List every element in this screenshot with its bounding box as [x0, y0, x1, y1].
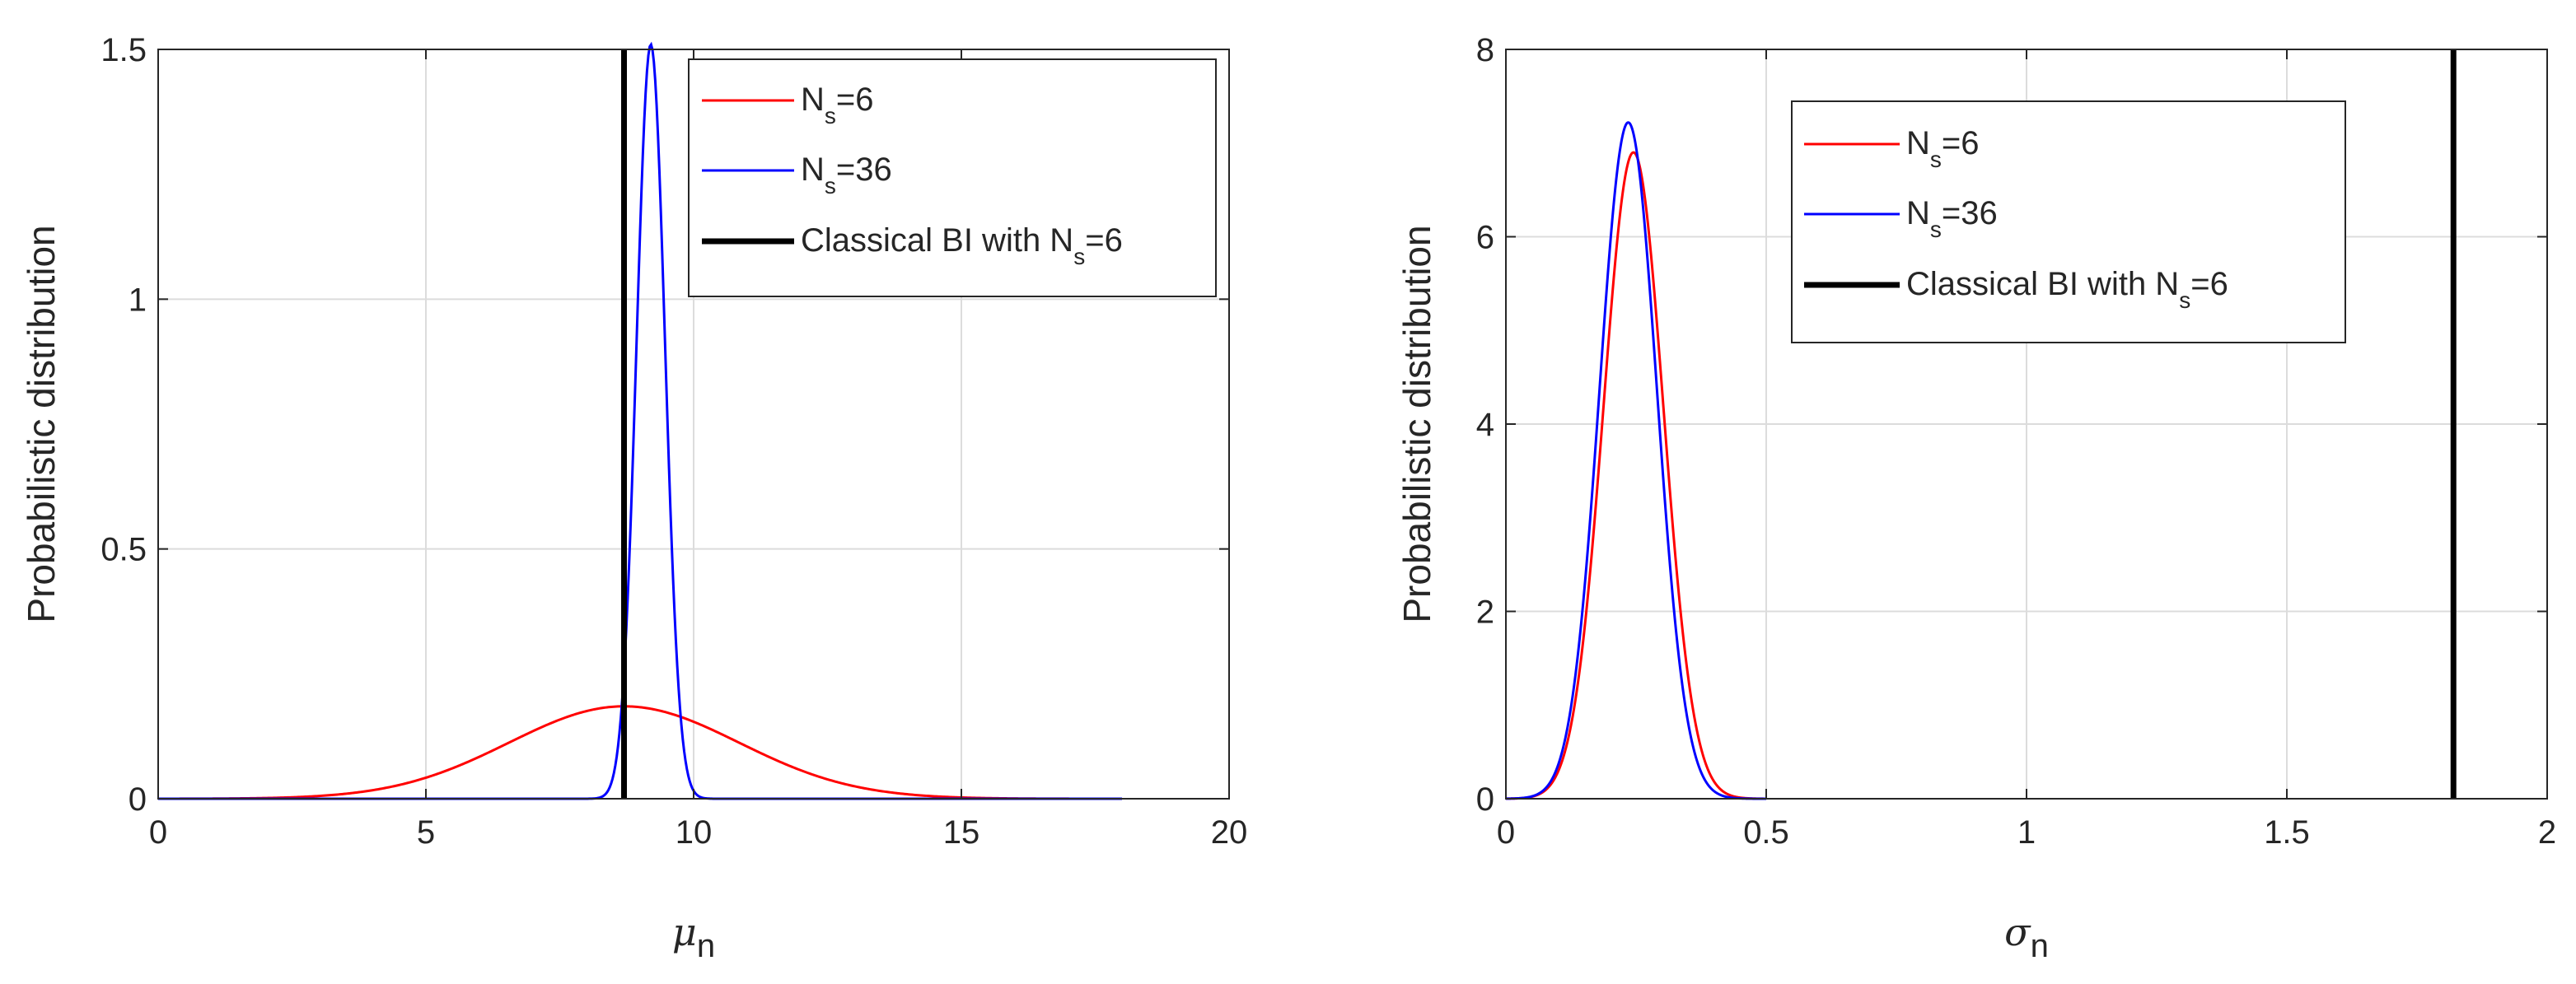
legend-label-2: Ns=36 [801, 152, 892, 198]
y-tick-label: 0.5 [101, 532, 147, 568]
y-axis-label: Probabilistic distribution [20, 225, 63, 623]
x-tick-label: 0 [149, 814, 167, 851]
y-tick-label: 1.5 [101, 32, 147, 68]
x-tick-label: 5 [417, 814, 435, 851]
legend-label-1: Ns=6 [801, 82, 874, 128]
x-axis-label: μn [672, 910, 715, 964]
legend-label-3: Classical BI with Ns=6 [1906, 266, 2228, 313]
x-tick-label: 0.5 [1743, 814, 1789, 851]
y-tick-label: 1 [129, 282, 147, 318]
legend-label-3: Classical BI with Ns=6 [801, 222, 1123, 269]
y-tick-label: 2 [1476, 595, 1494, 631]
legend-box [1791, 100, 2346, 343]
legend-label-2: Ns=36 [1906, 195, 1998, 242]
x-tick-label: 20 [1211, 814, 1248, 851]
x-tick-label: 15 [943, 814, 980, 851]
x-axis-label: σn [2004, 910, 2049, 964]
x-tick-label: 0 [1497, 814, 1515, 851]
legend-label-1: Ns=6 [1906, 125, 1980, 172]
y-tick-label: 0 [129, 781, 147, 818]
chart-panel-2: 0 0.5 1 1.5 2 0 2 4 6 8 Probabilistic distribution… [1396, 32, 2556, 964]
legend-box [688, 58, 1217, 297]
x-tick-label: 1.5 [2264, 814, 2310, 851]
legend: Ns=6 Ns=36 Classical BI with Ns=6 [688, 58, 1217, 297]
y-axis-label: Probabilistic distribution [1396, 225, 1438, 623]
y-tick-label: 4 [1476, 407, 1494, 443]
series-line-2 [1506, 121, 1766, 800]
y-tick-label: 8 [1476, 32, 1494, 68]
x-tick-label: 10 [676, 814, 713, 851]
x-tick-label: 2 [2538, 814, 2556, 851]
y-tick-label: 6 [1476, 220, 1494, 256]
chart-panel-1: 0 5 10 15 20 0 0.5 1 1.5 Probabilistic distributi… [20, 32, 1247, 964]
y-tick-label: 0 [1476, 781, 1494, 818]
x-tick-label: 1 [2017, 814, 2036, 851]
legend: Ns=6 Ns=36 Classical BI with Ns=6 [1791, 100, 2346, 343]
